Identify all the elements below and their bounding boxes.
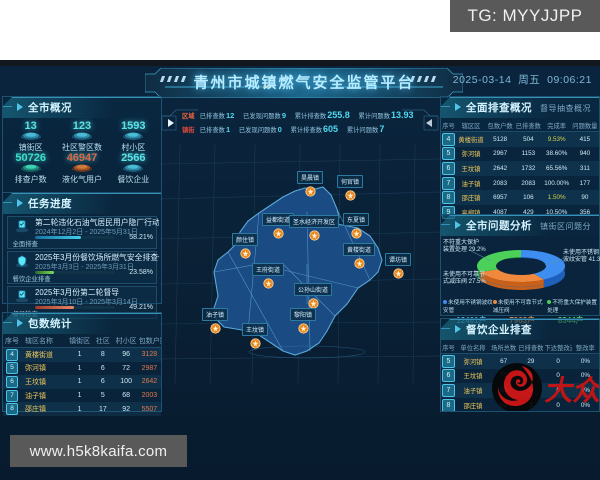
svg-text:大众网: 大众网 bbox=[543, 374, 600, 406]
